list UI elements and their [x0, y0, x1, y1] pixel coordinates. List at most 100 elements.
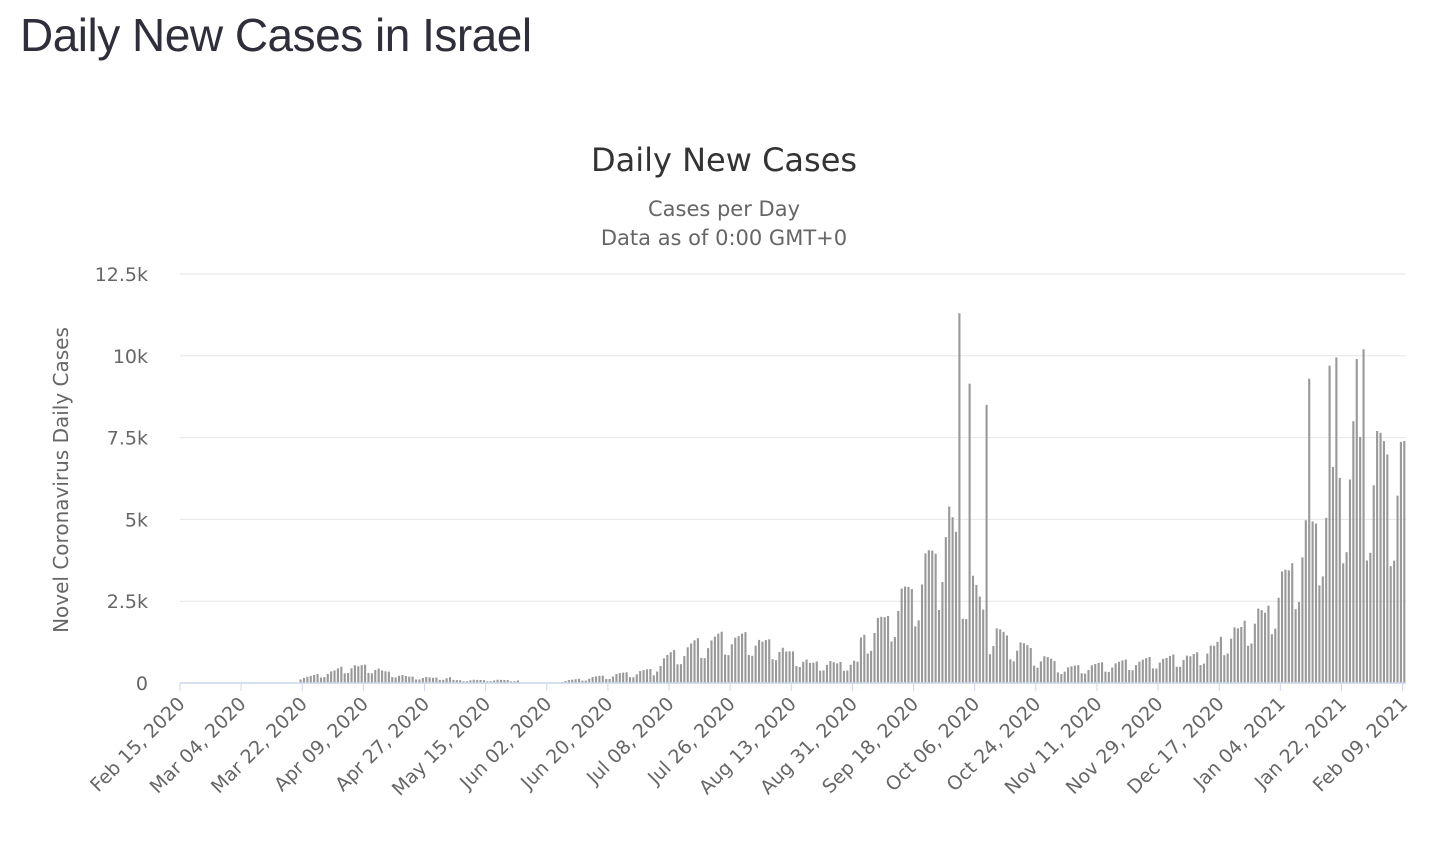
bar[interactable] — [299, 679, 302, 683]
bar[interactable] — [662, 658, 665, 683]
bar[interactable] — [1382, 441, 1385, 683]
bar[interactable] — [367, 672, 370, 683]
bar[interactable] — [605, 678, 608, 683]
bar[interactable] — [1342, 563, 1345, 683]
bar[interactable] — [761, 641, 764, 683]
bar[interactable] — [625, 672, 628, 683]
bar[interactable] — [1012, 661, 1015, 683]
bar[interactable] — [1172, 654, 1175, 684]
bar[interactable] — [476, 679, 479, 683]
bar[interactable] — [1155, 668, 1158, 683]
bar[interactable] — [669, 652, 672, 683]
bar[interactable] — [975, 584, 978, 683]
bar[interactable] — [673, 650, 676, 683]
bar[interactable] — [360, 665, 363, 683]
bar[interactable] — [479, 680, 482, 683]
bar[interactable] — [319, 677, 322, 684]
bar[interactable] — [1372, 485, 1375, 683]
bar[interactable] — [1094, 663, 1097, 683]
bar[interactable] — [951, 517, 954, 683]
bar[interactable] — [666, 655, 669, 683]
bar[interactable] — [1165, 657, 1168, 683]
bar[interactable] — [418, 679, 421, 683]
bar[interactable] — [1182, 660, 1185, 683]
bar[interactable] — [727, 655, 730, 683]
bar[interactable] — [333, 670, 336, 683]
bar[interactable] — [1386, 454, 1389, 683]
bar[interactable] — [700, 657, 703, 683]
bar[interactable] — [1321, 576, 1324, 683]
bar[interactable] — [1019, 642, 1022, 683]
bar[interactable] — [710, 640, 713, 683]
bar[interactable] — [1151, 668, 1155, 683]
bar[interactable] — [472, 679, 475, 683]
bar[interactable] — [1117, 661, 1121, 683]
bar[interactable] — [1185, 655, 1189, 683]
bar[interactable] — [730, 644, 733, 683]
bar[interactable] — [693, 640, 696, 683]
bar[interactable] — [1403, 440, 1406, 683]
bar[interactable] — [1033, 665, 1036, 683]
bar[interactable] — [469, 680, 472, 683]
bar[interactable] — [465, 681, 469, 683]
bar[interactable] — [965, 619, 968, 683]
bar[interactable] — [414, 679, 418, 683]
bar[interactable] — [1080, 673, 1083, 683]
bar[interactable] — [459, 680, 462, 683]
bar[interactable] — [1121, 660, 1124, 683]
bar[interactable] — [832, 662, 835, 683]
bar[interactable] — [968, 383, 971, 683]
bar[interactable] — [635, 674, 638, 683]
bar[interactable] — [798, 667, 801, 683]
bar[interactable] — [1335, 357, 1338, 683]
bar[interactable] — [1145, 658, 1148, 683]
bar[interactable] — [628, 677, 632, 683]
bar[interactable] — [985, 404, 988, 683]
bar[interactable] — [428, 677, 431, 683]
bar[interactable] — [445, 678, 448, 683]
bar[interactable] — [836, 663, 839, 683]
bar[interactable] — [737, 636, 740, 683]
bar[interactable] — [1179, 666, 1182, 683]
bar[interactable] — [1250, 643, 1253, 683]
bar[interactable] — [1226, 653, 1229, 683]
bar[interactable] — [1022, 643, 1025, 683]
bar[interactable] — [510, 681, 513, 683]
bar[interactable] — [870, 650, 873, 683]
bar[interactable] — [1267, 605, 1270, 683]
bar[interactable] — [1369, 552, 1372, 683]
bar[interactable] — [1005, 635, 1009, 683]
bar[interactable] — [577, 678, 581, 683]
bar[interactable] — [564, 681, 567, 683]
bar[interactable] — [751, 655, 754, 683]
bar[interactable] — [1216, 641, 1219, 683]
bar[interactable] — [812, 662, 815, 683]
bar[interactable] — [584, 680, 587, 683]
bar[interactable] — [724, 654, 727, 683]
bar[interactable] — [805, 659, 808, 683]
bar[interactable] — [438, 679, 441, 683]
bar[interactable] — [1087, 669, 1090, 683]
bar[interactable] — [608, 678, 611, 683]
bar[interactable] — [401, 674, 404, 683]
bar[interactable] — [808, 662, 812, 683]
bar[interactable] — [1029, 647, 1032, 683]
bar[interactable] — [1257, 608, 1260, 683]
bar[interactable] — [455, 680, 458, 683]
bar[interactable] — [384, 671, 387, 683]
bar[interactable] — [1243, 620, 1246, 683]
bar[interactable] — [1128, 670, 1131, 683]
bar[interactable] — [1379, 432, 1382, 683]
bar[interactable] — [1284, 569, 1287, 683]
bar[interactable] — [883, 617, 886, 683]
bar[interactable] — [863, 634, 866, 683]
bar[interactable] — [774, 660, 778, 683]
bar[interactable] — [611, 676, 615, 683]
bar[interactable] — [713, 636, 716, 683]
bar[interactable] — [1050, 658, 1053, 683]
bar[interactable] — [1060, 674, 1063, 683]
bar[interactable] — [866, 653, 869, 683]
bar[interactable] — [323, 677, 326, 683]
bar[interactable] — [1097, 662, 1100, 683]
bar[interactable] — [1158, 662, 1161, 683]
